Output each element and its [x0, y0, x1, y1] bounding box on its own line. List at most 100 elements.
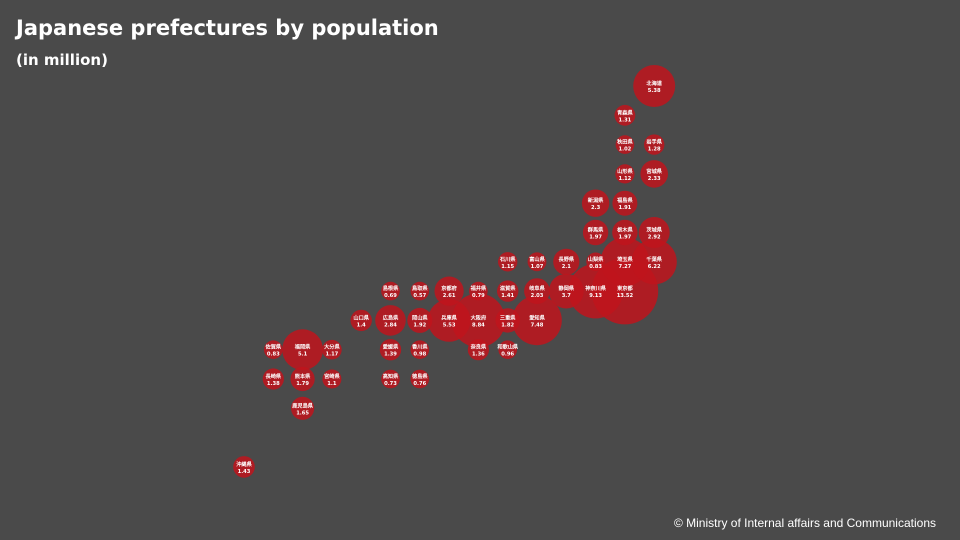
population-value: 5.1: [298, 352, 308, 358]
population-value: 1.41: [501, 293, 514, 299]
population-value: 1.4: [357, 322, 367, 328]
bubble: [548, 273, 584, 309]
bubble: [612, 219, 638, 246]
bubble: [612, 190, 638, 216]
population-value: 7.48: [531, 322, 544, 328]
bubble: [233, 456, 255, 478]
population-value: 1.79: [296, 381, 309, 387]
bubble: [498, 252, 518, 272]
population-value: 8.84: [472, 322, 485, 328]
prefecture-name: 兵庫県: [441, 313, 457, 321]
population-value: 1.1: [327, 381, 337, 387]
prefecture-name: 東京都: [617, 284, 633, 292]
bubble: [633, 65, 676, 107]
prefecture-name: 沖縄県: [236, 460, 252, 468]
bubble: [375, 305, 406, 336]
prefecture-name: 広島県: [383, 313, 399, 321]
bubble: [410, 340, 430, 360]
bubble: [290, 366, 315, 392]
bubble-layer: [233, 65, 677, 478]
bubble: [407, 307, 433, 333]
bubble: [410, 281, 430, 301]
bubble: [282, 329, 323, 371]
population-value: 2.33: [648, 176, 661, 182]
prefecture-name: 千葉県: [646, 255, 662, 263]
prefecture-name: 徳島県: [411, 372, 428, 380]
prefecture-name: 静岡県: [559, 284, 575, 292]
population-value: 1.91: [618, 205, 631, 211]
bubble: [512, 295, 562, 346]
population-value: 13.52: [617, 293, 634, 299]
bubble: [427, 299, 471, 342]
prefecture-name: 島根県: [383, 284, 399, 292]
population-value: 0.73: [384, 381, 397, 387]
population-value: 0.79: [472, 293, 485, 299]
population-value: 2.84: [384, 322, 397, 328]
prefecture-name: 富山県: [529, 255, 545, 263]
bubble: [581, 189, 610, 217]
prefecture-name: 山口県: [353, 313, 369, 321]
bubble: [638, 217, 670, 248]
population-value: 1.82: [501, 322, 514, 328]
prefecture-name: 青森県: [617, 108, 633, 116]
chart-subtitle: (in million): [16, 51, 108, 69]
bubble: [381, 281, 400, 301]
bubble: [322, 369, 342, 389]
prefecture-name: 山形県: [617, 167, 633, 175]
population-value: 2.1: [562, 264, 572, 270]
population-value: 1.38: [267, 381, 280, 387]
bubble: [434, 276, 464, 306]
bubble: [264, 340, 283, 360]
prefecture-name: 香川県: [412, 343, 428, 351]
population-value: 1.15: [501, 264, 514, 270]
prefecture-name: 鳥取県: [412, 284, 428, 292]
population-value: 0.98: [413, 352, 426, 358]
bubble: [291, 396, 315, 420]
bubble: [524, 278, 550, 304]
bubble: [350, 309, 372, 332]
prefecture-name: 岡山県: [412, 313, 428, 321]
population-value: 1.12: [618, 176, 631, 182]
prefecture-name: 山梨県: [588, 255, 604, 263]
prefecture-name: 大阪府: [471, 313, 487, 321]
bubble: [262, 368, 284, 390]
population-value: 5.53: [443, 322, 456, 328]
prefecture-name: 和歌山県: [497, 343, 519, 351]
prefecture-name: 宮城県: [646, 167, 662, 175]
bubble: [410, 369, 430, 389]
prefecture-name: 熊本県: [295, 372, 311, 380]
prefecture-name: 三重県: [500, 313, 516, 321]
bubble: [379, 339, 402, 361]
population-value: 1.28: [648, 147, 661, 153]
population-value: 0.83: [589, 264, 602, 270]
population-value: 0.76: [413, 381, 426, 387]
prefecture-name: 大分県: [324, 343, 340, 351]
population-value: 1.07: [531, 264, 544, 270]
population-value: 0.96: [501, 352, 514, 358]
prefecture-name: 北海道: [646, 79, 662, 87]
bubble: [495, 308, 520, 333]
prefecture-name: 滋賀県: [500, 284, 516, 292]
prefecture-name: 岩手県: [645, 138, 662, 146]
population-value: 2.3: [591, 205, 601, 211]
prefecture-name: 奈良県: [470, 343, 487, 351]
population-value: 2.61: [443, 293, 456, 299]
bubble: [527, 252, 547, 272]
prefecture-name: 鹿児島県: [291, 401, 314, 409]
population-value: 1.39: [384, 352, 397, 358]
source-credit: © Ministry of Internal affairs and Commu…: [673, 516, 936, 530]
bubble: [615, 164, 635, 184]
bubble: [640, 160, 668, 188]
prefecture-name: 神奈川県: [585, 284, 607, 292]
prefecture-name: 群馬県: [588, 226, 604, 234]
population-value: 1.17: [325, 352, 338, 358]
bubble: [497, 280, 519, 302]
population-value: 0.83: [267, 352, 280, 358]
population-value: 7.27: [618, 264, 631, 270]
population-value: 1.02: [618, 147, 631, 153]
population-value: 2.03: [531, 293, 544, 299]
prefecture-name: 福井県: [470, 284, 487, 292]
prefecture-name: 高知県: [383, 372, 399, 380]
bubble: [498, 340, 517, 360]
